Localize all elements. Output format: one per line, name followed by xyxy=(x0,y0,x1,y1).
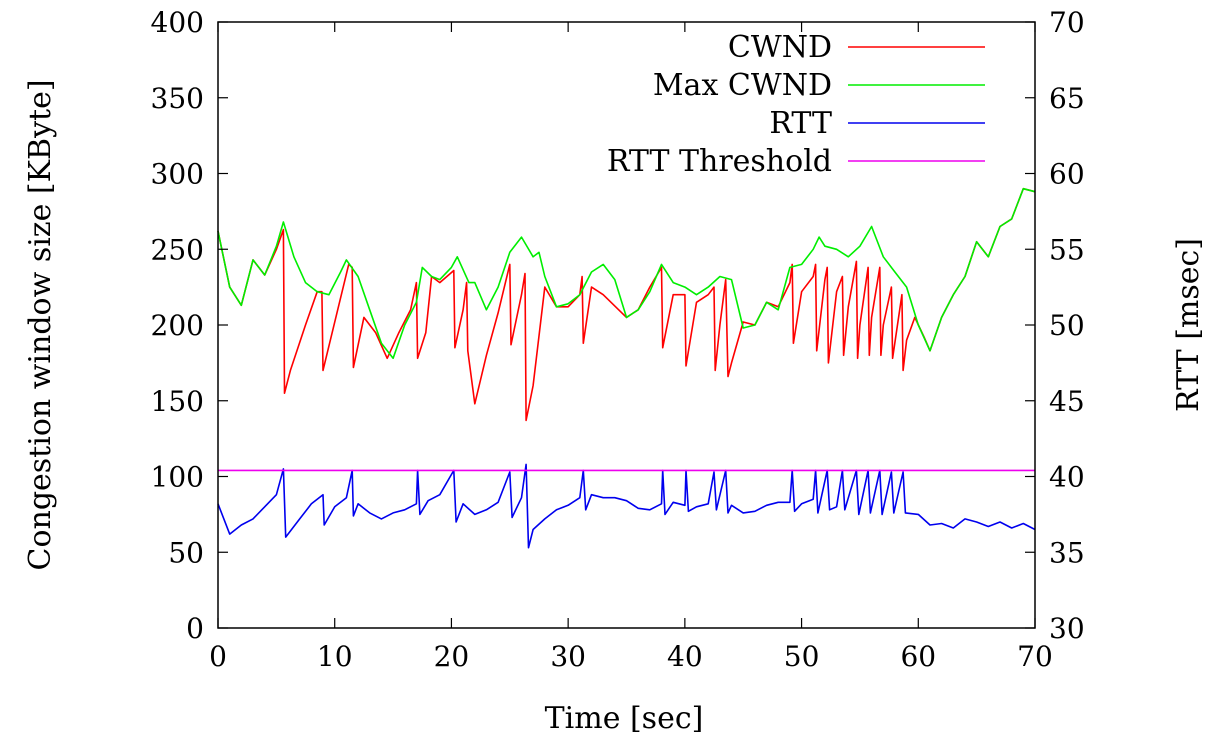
y-left-tick-label: 300 xyxy=(151,158,204,191)
y-left-tick-label: 0 xyxy=(186,612,204,645)
x-tick-label: 10 xyxy=(317,640,353,673)
y-axis-left-label: Congestion window size [KByte] xyxy=(23,79,58,570)
y-left-tick-label: 200 xyxy=(151,309,204,342)
legend-label-rtt: RTT xyxy=(769,106,832,141)
y-right-tick-label: 30 xyxy=(1049,612,1085,645)
series-line-rtt xyxy=(217,463,1036,549)
legend-label-rtt-threshold: RTT Threshold xyxy=(607,144,832,179)
y-right-tick-label: 60 xyxy=(1049,158,1085,191)
y-right-tick-label: 40 xyxy=(1049,461,1085,494)
y-left-tick-label: 50 xyxy=(168,536,204,569)
legend-label-max-cwnd: Max CWND xyxy=(653,68,832,103)
x-tick-label: 50 xyxy=(784,640,820,673)
x-tick-label: 30 xyxy=(550,640,586,673)
y-left-tick-label: 150 xyxy=(151,385,204,418)
y-axis-right-label: RTT [msec] xyxy=(1171,238,1206,412)
legend-label-cwnd: CWND xyxy=(728,30,832,65)
x-axis-label: Time [sec] xyxy=(545,701,704,736)
x-tick-label: 0 xyxy=(209,640,227,673)
tick-labels: 0 10 20 30 40 50 60 70 0 50 100 150 200 250 300 350 400 3… xyxy=(151,6,1085,673)
y-right-tick-label: 50 xyxy=(1049,309,1085,342)
x-tick-label: 70 xyxy=(1017,640,1053,673)
y-right-tick-label: 70 xyxy=(1049,6,1085,39)
y-left-tick-label: 350 xyxy=(151,82,204,115)
y-left-tick-label: 100 xyxy=(151,461,204,494)
y-right-tick-label: 65 xyxy=(1049,82,1085,115)
y-right-tick-label: 35 xyxy=(1049,536,1085,569)
plot-frame xyxy=(217,21,1036,629)
series-line-max-cwnd xyxy=(217,187,1036,360)
x-tick-label: 40 xyxy=(667,640,703,673)
series-line-cwnd xyxy=(217,187,1036,422)
series-layer xyxy=(217,187,1036,549)
x-tick-label: 60 xyxy=(900,640,936,673)
x-tick-label: 20 xyxy=(434,640,470,673)
y-left-tick-label: 400 xyxy=(151,6,204,39)
y-left-tick-label: 250 xyxy=(151,233,204,266)
y-right-tick-label: 45 xyxy=(1049,385,1085,418)
y-right-tick-label: 55 xyxy=(1049,233,1085,266)
